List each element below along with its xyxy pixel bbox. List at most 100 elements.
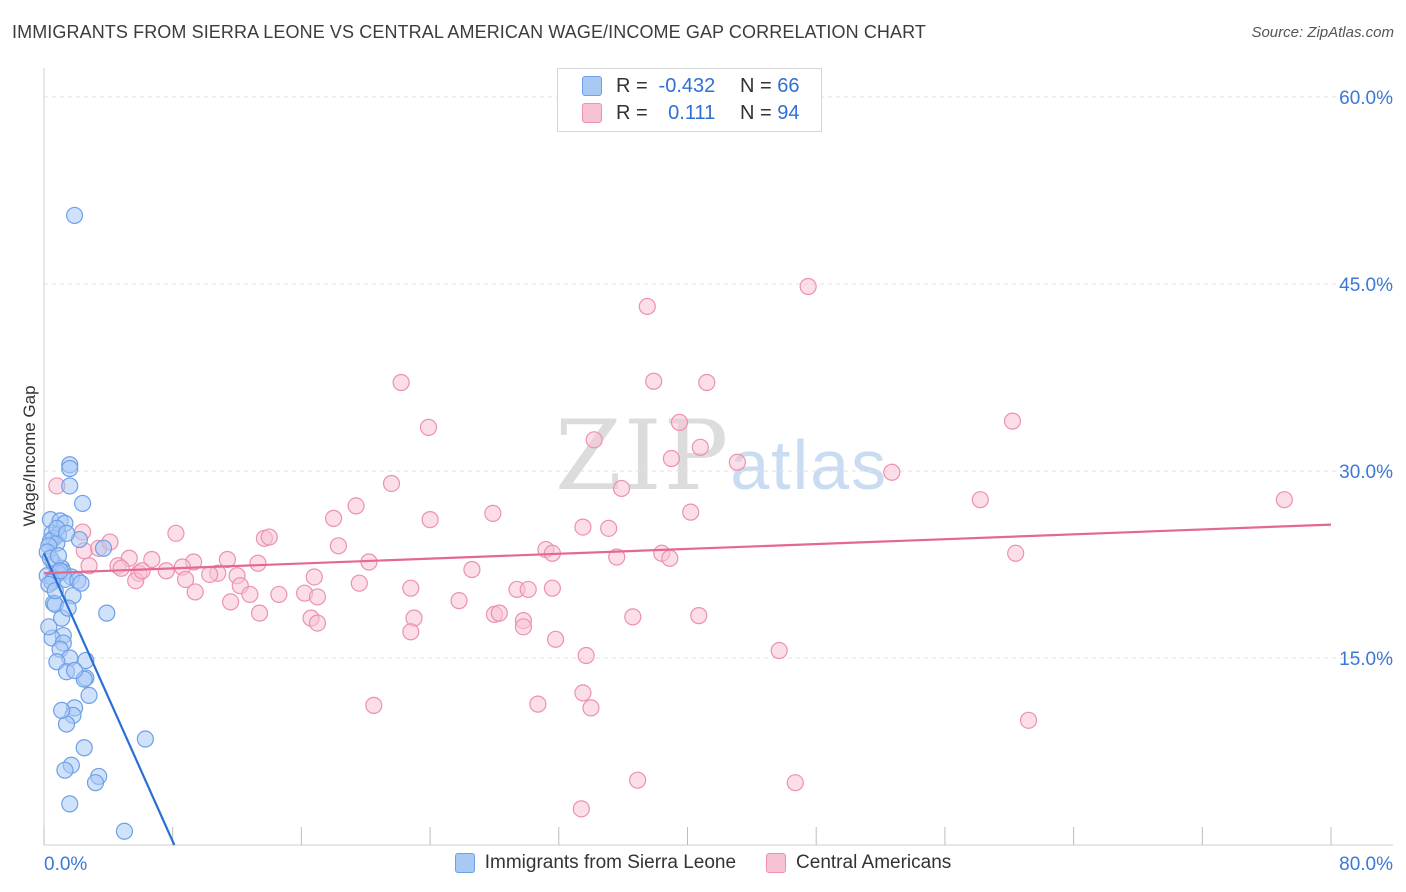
data-point-sierra-leone	[57, 524, 76, 542]
data-point-central-american	[770, 641, 788, 660]
y-tick-label: 45.0%	[1339, 275, 1393, 296]
data-point-central-american	[201, 565, 219, 584]
watermark-zip: ZIP	[555, 400, 731, 512]
data-point-central-american	[241, 585, 259, 604]
data-point-central-american	[661, 549, 679, 567]
data-point-central-american	[638, 297, 656, 316]
legend-n-label: N =	[740, 74, 772, 97]
data-point-central-american	[305, 568, 323, 586]
data-point-central-american	[670, 413, 689, 431]
y-tick-label: 15.0%	[1339, 649, 1393, 670]
data-point-central-american	[324, 509, 343, 527]
data-point-sierra-leone	[86, 774, 105, 792]
y-tick-label: 30.0%	[1339, 462, 1393, 483]
data-point-central-american	[662, 449, 681, 468]
data-point-central-american	[450, 592, 468, 610]
data-point-sierra-leone	[74, 494, 92, 513]
data-point-central-american	[218, 550, 236, 569]
data-point-central-american	[600, 519, 618, 537]
data-point-sierra-leone	[61, 477, 79, 495]
legend-r-value: 0.111	[668, 101, 716, 124]
data-point-central-american	[612, 479, 631, 498]
data-point-sierra-leone	[56, 761, 74, 779]
data-point-central-american	[167, 524, 185, 542]
correlation-legend: R = -0.432 N = 66 R = 0.111 N = 94	[557, 68, 822, 132]
legend-swatch-blue	[582, 76, 602, 96]
data-point-central-american	[463, 560, 481, 579]
data-point-central-american	[250, 604, 269, 622]
data-point-central-american	[260, 528, 278, 546]
x-tick-label: 80.0%	[1339, 854, 1393, 875]
watermark-atlas: atlas	[730, 426, 889, 504]
data-point-central-american	[519, 580, 537, 599]
data-point-central-american	[347, 497, 365, 515]
data-point-central-american	[329, 537, 348, 555]
data-point-sierra-leone	[72, 574, 90, 592]
data-point-central-american	[392, 373, 410, 392]
data-point-sierra-leone	[49, 547, 68, 565]
data-point-sierra-leone	[75, 739, 93, 757]
data-point-central-american	[799, 277, 817, 296]
data-point-central-american	[546, 630, 565, 648]
data-point-sierra-leone	[80, 686, 98, 705]
series-legend-item-sierra-leone: Immigrants from Sierra Leone	[454, 852, 737, 874]
data-point-central-american	[176, 570, 195, 589]
legend-row-sierra-leone: R = -0.432 N = 66	[582, 74, 800, 98]
data-point-sierra-leone	[115, 822, 134, 840]
legend-r-value: -0.432	[658, 74, 716, 97]
data-point-central-american	[645, 372, 663, 390]
data-point-central-american	[365, 696, 383, 714]
legend-r-label: R =	[616, 74, 648, 97]
chart-title: IMMIGRANTS FROM SIERRA LEONE VS CENTRAL …	[12, 22, 926, 42]
data-point-central-american	[484, 504, 502, 522]
data-point-central-american	[382, 474, 401, 493]
data-point-central-american	[577, 646, 595, 665]
data-point-central-american	[682, 503, 700, 521]
data-point-central-american	[971, 491, 989, 509]
series-legend-label: Central Americans	[796, 852, 952, 873]
data-point-central-american	[728, 453, 746, 471]
data-point-central-american	[582, 699, 600, 717]
data-point-central-american	[529, 695, 547, 713]
data-point-central-american	[1007, 544, 1025, 562]
data-point-central-american	[624, 608, 642, 626]
trend-line-central-americans	[43, 523, 1332, 575]
legend-swatch-pink	[582, 103, 602, 123]
data-point-central-american	[608, 548, 626, 566]
data-point-central-american	[308, 588, 327, 606]
data-point-central-american	[572, 800, 590, 818]
data-point-central-american	[402, 623, 420, 641]
legend-n-label: N =	[740, 101, 772, 124]
data-point-central-american	[786, 774, 804, 792]
data-point-central-american	[249, 554, 267, 572]
trend-line-sierra-leone	[42, 552, 176, 846]
data-point-central-american	[1275, 491, 1293, 509]
data-point-central-american	[691, 438, 709, 456]
data-point-central-american	[402, 579, 420, 597]
data-point-central-american	[629, 771, 647, 789]
data-point-central-american	[270, 585, 288, 604]
data-point-sierra-leone	[98, 604, 116, 622]
data-point-central-american	[80, 557, 98, 575]
legend-row-central-americans: R = 0.111 N = 94	[582, 101, 800, 125]
legend-n-value: 66	[777, 74, 800, 97]
data-point-central-american	[574, 518, 592, 536]
series-legend-item-central-americans: Central Americans	[766, 852, 951, 874]
data-point-central-american	[585, 431, 603, 449]
data-point-central-american	[222, 593, 240, 611]
legend-n-value: 94	[777, 101, 800, 124]
watermark: ZIPatlas	[555, 400, 888, 512]
legend-r-label: R =	[616, 101, 648, 124]
data-point-sierra-leone	[61, 795, 79, 813]
data-point-central-american	[350, 574, 368, 592]
series-legend-label: Immigrants from Sierra Leone	[484, 852, 737, 873]
data-point-sierra-leone	[53, 701, 71, 719]
y-tick-label: 60.0%	[1339, 88, 1393, 109]
data-point-central-american	[143, 550, 161, 569]
data-point-central-american	[514, 618, 533, 636]
data-point-central-american	[308, 614, 327, 632]
data-point-sierra-leone	[65, 206, 84, 225]
series-swatch-blue	[454, 853, 475, 873]
series-legend: Immigrants from Sierra Leone Central Ame…	[0, 852, 1406, 874]
